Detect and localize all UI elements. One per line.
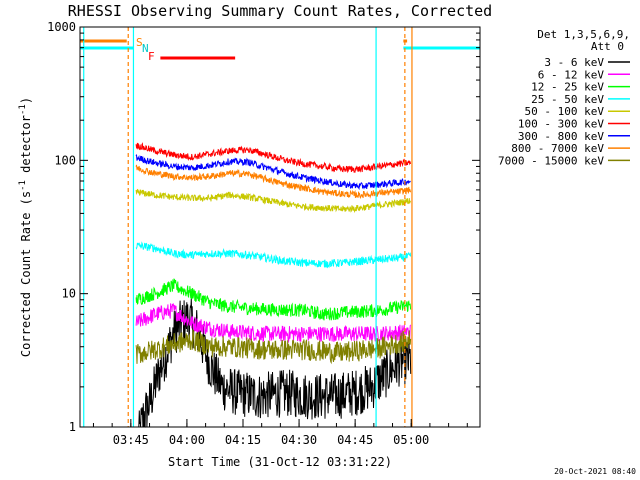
chart-title: RHESSI Observing Summary Count Rates, Co… xyxy=(68,2,492,20)
flag-label-s: S xyxy=(136,36,143,49)
event-markers xyxy=(83,27,413,427)
x-tick-label-0: 03:45 xyxy=(113,433,149,447)
series-line-1 xyxy=(137,298,412,428)
y-axis: 1 10 100 1000 xyxy=(47,20,480,434)
detector-info-line1: Det 1,3,5,6,9, xyxy=(537,28,630,41)
legend-label-8: 800 - 7000 keV xyxy=(511,142,604,155)
timestamp: 20-Oct-2021 08:40 xyxy=(554,467,636,476)
series-line-7 xyxy=(135,154,411,191)
series-layer xyxy=(80,27,480,428)
flag-label-n: N xyxy=(142,42,149,55)
detector-info-line2: Att 0 xyxy=(591,40,624,53)
series-line-9 xyxy=(135,329,412,365)
x-axis: 03:45 04:00 04:15 04:30 04:45 05:00 xyxy=(92,419,468,447)
series-line-2 xyxy=(135,302,412,344)
y-tick-label-0: 1 xyxy=(69,420,76,434)
series-line-4 xyxy=(135,241,412,269)
legend-label-4: 25 - 50 keV xyxy=(531,93,604,106)
x-tick-label-4: 04:45 xyxy=(337,433,373,447)
flag-bars xyxy=(80,39,480,60)
plot-frame xyxy=(79,26,481,428)
x-tick-label-5: 05:00 xyxy=(393,433,429,447)
x-tick-label-2: 04:15 xyxy=(225,433,261,447)
series-line-8 xyxy=(135,164,412,199)
x-axis-label: Start Time (31-Oct-12 03:31:22) xyxy=(168,455,392,469)
legend-label-6: 100 - 300 keV xyxy=(518,118,604,131)
y-tick-label-3: 1000 xyxy=(47,20,76,34)
series-line-3 xyxy=(135,277,412,321)
legend-label-7: 300 - 800 keV xyxy=(518,130,604,143)
y-tick-label-2: 100 xyxy=(54,153,76,167)
series-line-6 xyxy=(135,142,412,174)
y-axis-label: Corrected Count Rate (s-1 detector-1) xyxy=(18,97,33,357)
y-tick-label-1: 10 xyxy=(62,287,76,301)
legend-label-1: 3 - 6 keV xyxy=(544,56,604,69)
x-tick-label-3: 04:30 xyxy=(281,433,317,447)
legend-label-2: 6 - 12 keV xyxy=(538,68,605,81)
flag-label-f: F xyxy=(148,50,155,63)
series-line-5 xyxy=(135,188,412,214)
legend-label-3: 12 - 25 keV xyxy=(531,81,604,94)
legend-label-5: 50 - 100 keV xyxy=(525,105,605,118)
legend-label-9: 7000 - 15000 keV xyxy=(498,154,604,167)
x-tick-label-1: 04:00 xyxy=(169,433,205,447)
